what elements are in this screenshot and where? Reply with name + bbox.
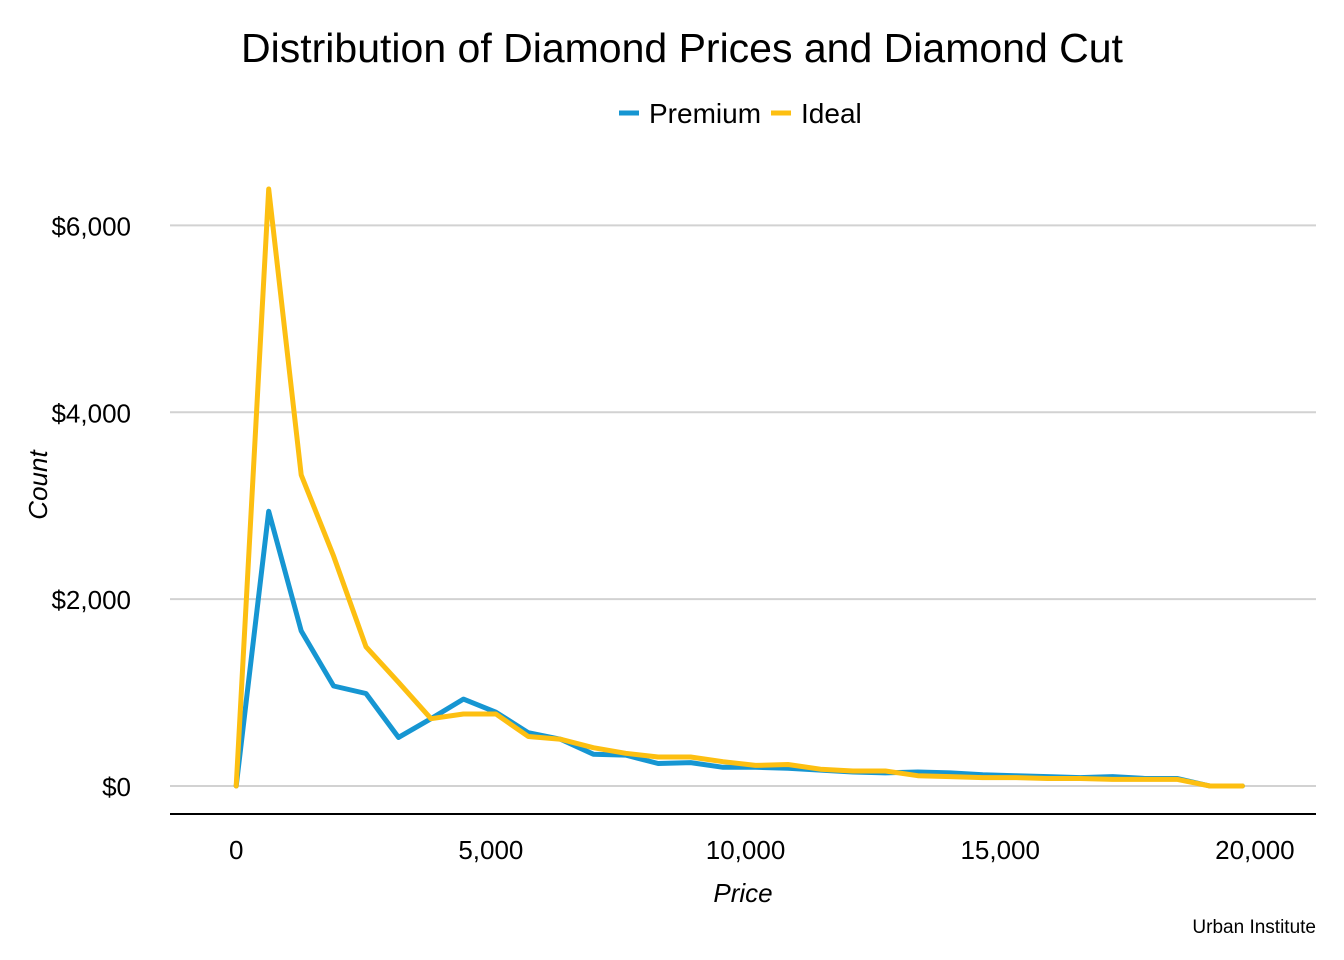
legend-label-ideal: Ideal bbox=[801, 98, 862, 129]
x-axis-ticks: 0 5,000 10,000 15,000 20,000 bbox=[229, 835, 1295, 865]
y-axis-title: Count bbox=[23, 449, 53, 520]
chart-caption: Urban Institute bbox=[1192, 917, 1316, 938]
legend-label-premium: Premium bbox=[649, 98, 761, 129]
y-tick-label: $0 bbox=[102, 772, 131, 802]
y-axis-ticks: $0 $2,000 $4,000 $6,000 bbox=[51, 211, 131, 802]
series-line-premium bbox=[233, 508, 1245, 789]
gridlines bbox=[170, 224, 1316, 787]
x-tick-label: 15,000 bbox=[960, 835, 1040, 865]
x-tick-label: 10,000 bbox=[706, 835, 786, 865]
series-lines bbox=[233, 186, 1245, 789]
y-tick-label: $4,000 bbox=[51, 398, 131, 428]
chart-title: Distribution of Diamond Prices and Diamo… bbox=[241, 25, 1124, 71]
x-axis-title: Price bbox=[713, 878, 772, 908]
x-tick-label: 20,000 bbox=[1215, 835, 1295, 865]
y-tick-label: $6,000 bbox=[51, 211, 131, 241]
chart-legend: Premium Ideal bbox=[619, 98, 862, 129]
x-tick-label: 0 bbox=[229, 835, 243, 865]
x-tick-label: 5,000 bbox=[458, 835, 523, 865]
series-line-ideal bbox=[233, 186, 1245, 789]
y-tick-label: $2,000 bbox=[51, 585, 131, 615]
